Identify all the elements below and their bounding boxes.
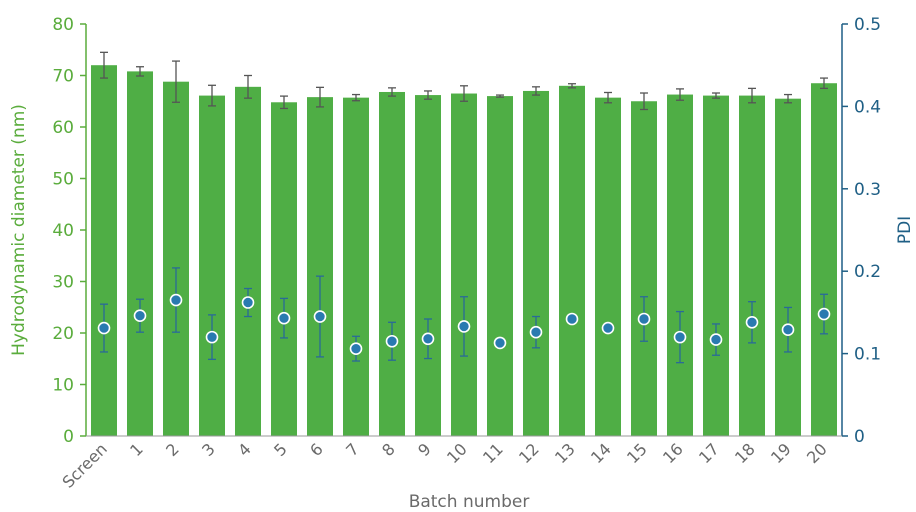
bar <box>343 97 369 437</box>
right-axis-tick-label: 0.4 <box>854 97 881 117</box>
right-axis-tick-label: 0.3 <box>854 180 881 200</box>
right-axis-tick-label: 0.2 <box>854 262 881 282</box>
bar <box>739 95 765 437</box>
left-axis-tick-label: 70 <box>52 67 74 87</box>
bar <box>487 96 513 436</box>
x-axis-title: Batch number <box>409 492 530 512</box>
pdi-point <box>421 332 435 346</box>
x-axis-tick-label: 8 <box>378 439 399 460</box>
pdi-point <box>205 330 219 344</box>
pdi-point <box>349 342 363 355</box>
x-axis-tick-label: 19 <box>767 439 795 467</box>
points-layer <box>97 267 831 364</box>
bar <box>127 71 153 436</box>
x-axis-tick-label: 10 <box>443 439 471 467</box>
pdi-point <box>601 321 615 335</box>
bar <box>559 85 585 437</box>
x-axis-tick-label: Screen <box>58 439 110 491</box>
pdi-point <box>529 325 543 339</box>
right-axis-tick-label: 0 <box>854 427 865 447</box>
x-axis-tick-label: 16 <box>659 439 687 467</box>
bar <box>235 86 261 436</box>
pdi-point <box>781 323 795 337</box>
x-axis-tick-label: 1 <box>126 439 147 460</box>
bar <box>631 101 657 436</box>
x-axis-tick-label: 20 <box>803 439 831 467</box>
left-axis-tick-label: 20 <box>52 324 74 344</box>
pdi-point <box>565 312 579 326</box>
left-axis-tick-label: 40 <box>52 221 74 241</box>
pdi-point <box>673 330 687 344</box>
bar <box>199 95 225 437</box>
right-axis-tick-label: 0.1 <box>854 345 881 365</box>
pdi-point <box>709 333 723 346</box>
bar <box>523 90 549 436</box>
left-axis-tick-label: 30 <box>52 273 74 293</box>
x-axis-tick-label: 3 <box>198 439 219 460</box>
bar <box>379 91 405 436</box>
bar <box>415 95 441 436</box>
pdi-point <box>493 336 507 350</box>
left-axis-tick-label: 80 <box>52 15 74 35</box>
x-axis-tick-label: 4 <box>234 439 255 460</box>
x-axis-tick-label: 5 <box>270 439 291 460</box>
bar <box>271 102 297 436</box>
left-axis-tick-label: 50 <box>52 170 74 190</box>
pdi-point <box>169 293 183 307</box>
right-axis-tick-label: 0.5 <box>854 15 881 35</box>
bars-layer <box>91 51 837 437</box>
bar <box>595 97 621 437</box>
left-axis-tick-label: 10 <box>52 376 74 396</box>
x-axis-tick-label: 15 <box>623 439 651 467</box>
right-axis-title: PDI <box>895 216 915 244</box>
bar <box>811 83 837 436</box>
left-axis-tick-label: 0 <box>63 427 74 447</box>
bar <box>775 98 801 437</box>
pdi-point <box>385 334 399 348</box>
x-axis-tick-label: 9 <box>414 439 435 460</box>
pdi-point <box>277 311 291 325</box>
x-axis-tick-label: 18 <box>731 439 759 467</box>
pdi-point <box>97 321 111 335</box>
x-axis-tick-label: 17 <box>695 439 723 467</box>
pdi-point <box>241 296 255 309</box>
pdi-point <box>817 307 831 321</box>
pdi-point <box>313 310 327 323</box>
left-axis-title: Hydrodynamic diameter (nm) <box>9 104 29 356</box>
pdi-point <box>745 315 759 329</box>
x-axis-tick-label: 7 <box>342 439 363 460</box>
x-axis-tick-label: 13 <box>551 439 579 467</box>
x-axis-tick-label: 2 <box>162 439 183 460</box>
bar <box>703 95 729 437</box>
bar <box>163 81 189 437</box>
bar <box>307 97 333 436</box>
left-axis-tick-label: 60 <box>52 118 74 138</box>
x-axis-tick-label: 6 <box>306 439 327 460</box>
x-axis-tick-label: 12 <box>515 439 543 467</box>
bar <box>91 65 117 436</box>
bar <box>451 93 477 437</box>
pdi-point <box>133 309 147 322</box>
bar <box>667 94 693 437</box>
x-axis-tick-label: 14 <box>587 439 615 467</box>
pdi-point <box>637 312 651 326</box>
pdi-point <box>457 320 471 333</box>
x-axis-tick-label: 11 <box>479 439 507 467</box>
